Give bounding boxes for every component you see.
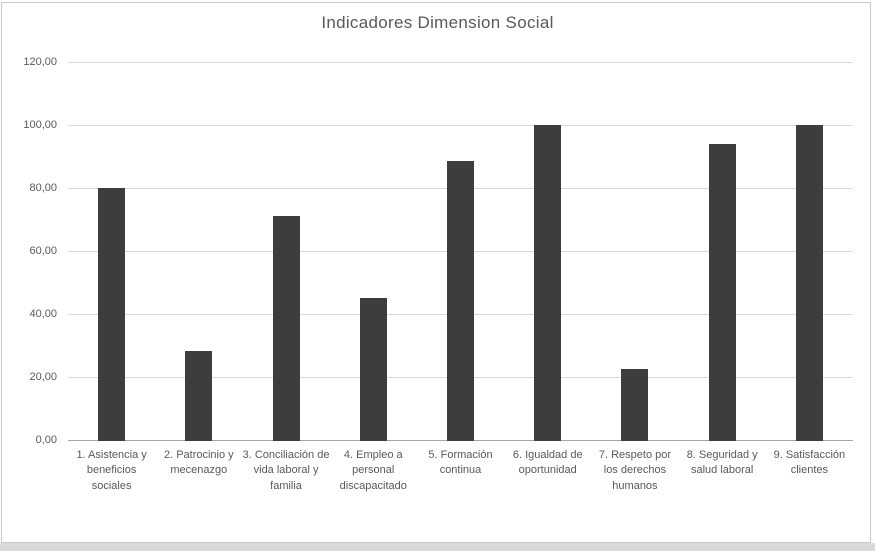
y-axis-label: 80,00: [29, 182, 57, 194]
bar-2: [185, 351, 213, 441]
bar-1: [98, 188, 126, 441]
y-axis-label: 20,00: [29, 371, 57, 383]
x-axis-label: 9. Satisfacción clientes: [773, 449, 846, 477]
bar-8: [708, 143, 736, 441]
y-axis-label: 60,00: [29, 245, 57, 257]
gridline: [68, 62, 853, 63]
y-axis-label: 120,00: [23, 56, 57, 68]
plot-area: [68, 62, 853, 441]
bar-7: [621, 369, 649, 441]
bottom-strip: [0, 543, 875, 551]
x-axis-label: 2. Patrocinio y mecenazgo: [163, 449, 234, 477]
bar-9: [795, 125, 823, 441]
bar-3: [272, 215, 300, 441]
bar-5: [447, 161, 474, 441]
gridline: [68, 125, 853, 126]
bar-4: [359, 297, 387, 441]
x-axis-label: 1. Asistencia y beneficios sociales: [76, 449, 147, 492]
x-axis-label: 7. Respeto por los derechos humanos: [598, 449, 672, 492]
chart-title: Indicadores Dimension Social: [321, 13, 554, 32]
x-axis-label: 3. Conciliación de vida laboral y famili…: [242, 449, 330, 492]
x-axis-label: 4. Empleo a personal discapacitado: [339, 449, 407, 492]
bar-6: [534, 125, 562, 441]
y-axis-label: 0,00: [35, 434, 57, 446]
y-axis-label: 100,00: [23, 119, 57, 131]
y-axis-label: 40,00: [29, 308, 57, 320]
x-axis-label: 5. Formación continua: [428, 449, 493, 477]
x-axis-label: 8. Seguridad y salud laboral: [686, 449, 758, 477]
x-axis-label: 6. Igualdad de oportunidad: [512, 449, 583, 477]
